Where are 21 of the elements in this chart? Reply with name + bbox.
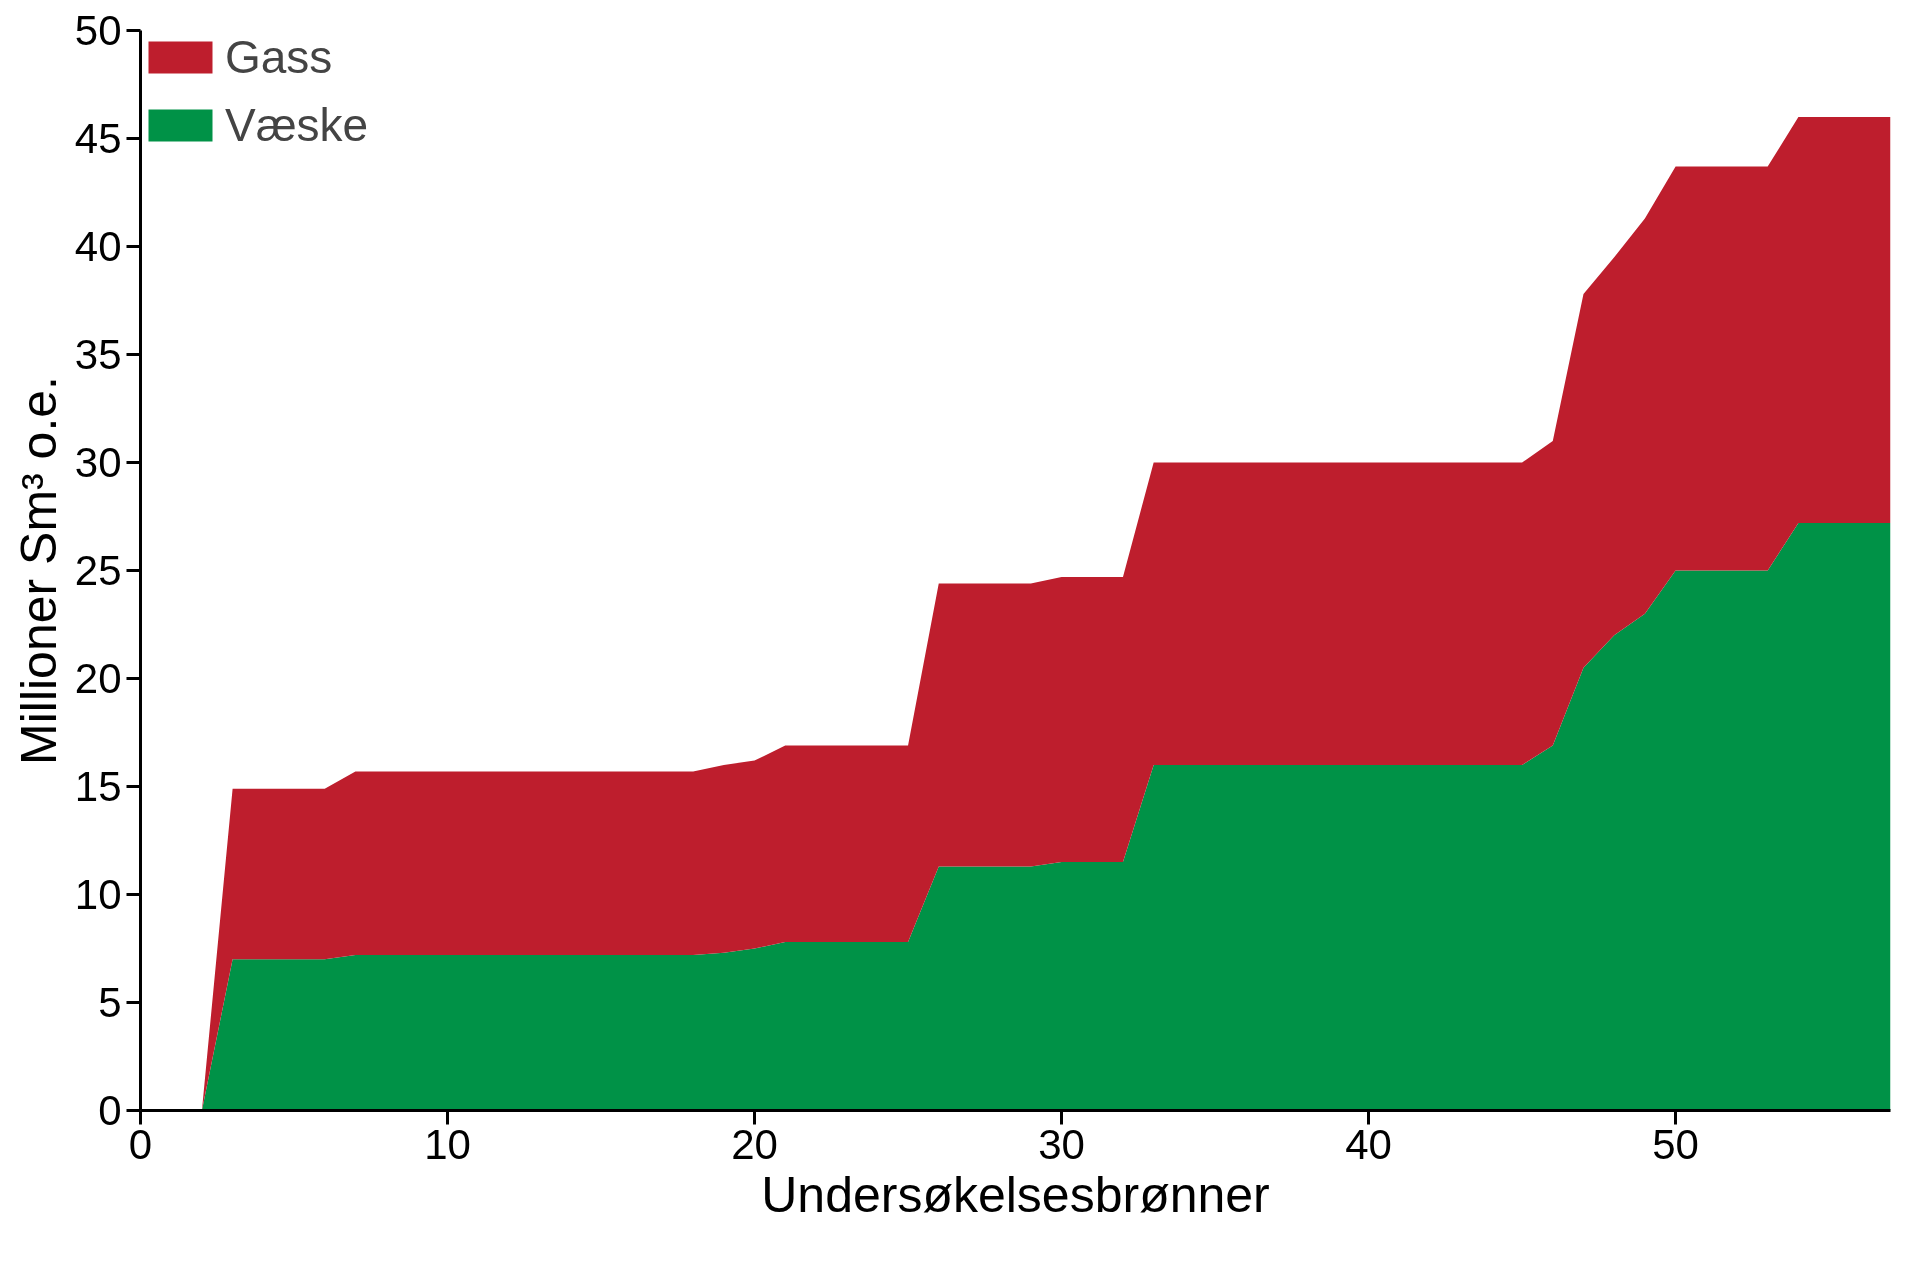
y-tick-label: 15 [74,763,122,810]
y-tick-label: 50 [74,7,122,54]
x-axis-title: Undersøkelsesbrønner [761,1166,1270,1223]
y-tick-label: 25 [74,547,122,594]
legend-label: Væske [225,98,369,152]
y-tick-label: 30 [74,439,122,486]
x-tick-label: 0 [128,1120,153,1168]
x-tick-label: 10 [424,1120,471,1168]
x-tick-label: 40 [1345,1120,1392,1168]
y-tick-label: 10 [74,871,122,918]
y-tick-label: 45 [74,115,122,162]
x-tick-label: 20 [731,1120,778,1168]
y-tick-label: 35 [74,331,122,378]
y-tick-label: 0 [98,1087,122,1134]
y-tick-label: 5 [98,979,122,1026]
x-tick-label: 50 [1652,1120,1699,1168]
x-tick-label: 30 [1038,1120,1085,1168]
y-axis-title: Millioner Sm³ o.e. [10,375,67,765]
y-tick-label: 20 [74,655,122,702]
legend-label: Gass [225,30,333,84]
y-tick-label: 40 [74,223,122,270]
